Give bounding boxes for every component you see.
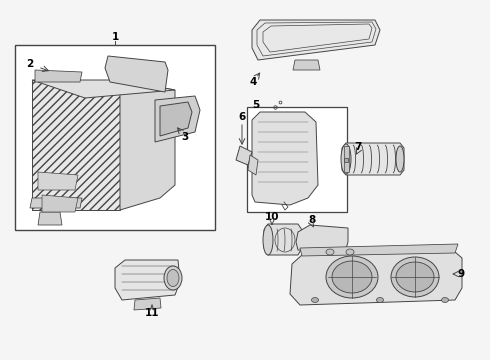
Polygon shape (32, 80, 175, 98)
Text: 7: 7 (354, 142, 362, 152)
Polygon shape (155, 96, 200, 142)
Bar (247, 107, 347, 212)
Ellipse shape (391, 257, 439, 297)
Ellipse shape (396, 146, 404, 172)
Polygon shape (290, 252, 462, 305)
Polygon shape (105, 56, 168, 92)
Polygon shape (120, 80, 175, 210)
Polygon shape (38, 172, 78, 190)
Polygon shape (115, 260, 180, 300)
Ellipse shape (263, 225, 273, 255)
Polygon shape (264, 224, 302, 255)
Polygon shape (38, 212, 62, 225)
Text: 2: 2 (26, 59, 34, 69)
Polygon shape (248, 155, 258, 175)
Text: 3: 3 (181, 132, 189, 142)
Bar (344, 146, 349, 172)
Ellipse shape (312, 297, 318, 302)
Polygon shape (30, 198, 82, 208)
Ellipse shape (441, 297, 448, 302)
Text: 9: 9 (458, 269, 465, 279)
Ellipse shape (326, 249, 334, 255)
Bar (15, 45, 215, 230)
Ellipse shape (376, 297, 384, 302)
Polygon shape (32, 80, 120, 210)
Polygon shape (252, 112, 318, 205)
Polygon shape (160, 102, 192, 136)
Polygon shape (342, 143, 404, 175)
Polygon shape (35, 70, 82, 82)
Polygon shape (293, 60, 320, 70)
Polygon shape (134, 298, 161, 310)
Ellipse shape (341, 144, 351, 174)
Text: 10: 10 (265, 212, 279, 222)
Ellipse shape (164, 266, 182, 290)
Ellipse shape (346, 249, 354, 255)
Text: 6: 6 (238, 112, 245, 122)
Text: 1: 1 (111, 32, 119, 42)
Polygon shape (252, 20, 380, 60)
Ellipse shape (332, 261, 372, 293)
Polygon shape (42, 195, 78, 212)
Ellipse shape (167, 270, 179, 287)
Text: 11: 11 (145, 308, 159, 318)
Polygon shape (236, 146, 252, 165)
Text: 5: 5 (252, 100, 260, 110)
Text: 4: 4 (249, 77, 257, 87)
Ellipse shape (396, 262, 434, 292)
Polygon shape (296, 225, 348, 252)
Text: 8: 8 (308, 215, 316, 225)
Ellipse shape (326, 256, 378, 298)
Polygon shape (300, 244, 458, 256)
